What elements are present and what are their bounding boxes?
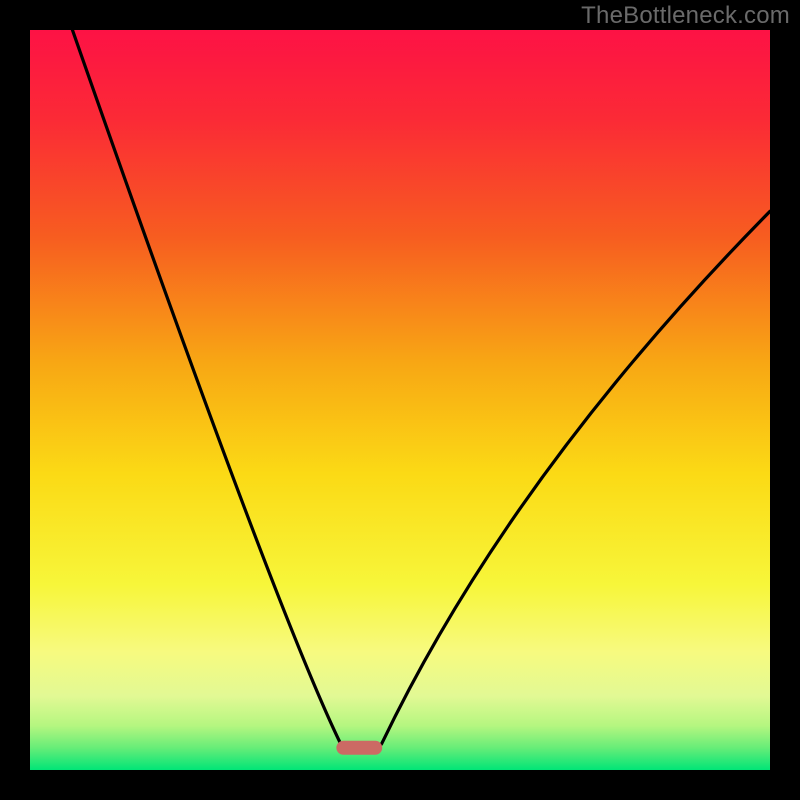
gradient-panel	[30, 30, 770, 770]
bottleneck-chart	[0, 0, 800, 800]
watermark-text: TheBottleneck.com	[581, 2, 790, 30]
optimum-marker	[336, 741, 382, 755]
chart-container: TheBottleneck.com	[0, 0, 800, 800]
